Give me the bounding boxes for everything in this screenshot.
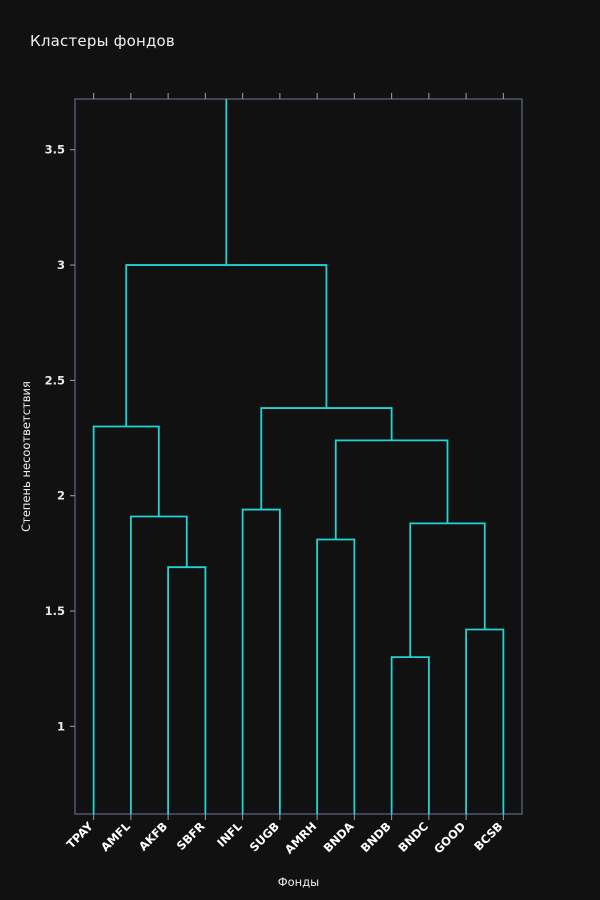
- chart-title: Кластеры фондов: [30, 32, 175, 50]
- dendrogram-link: [241, 508, 281, 814]
- dendrogram-link: [129, 515, 188, 814]
- y-axis-tick-label: 2.5: [45, 373, 65, 387]
- y-axis-tick-label: 2: [57, 489, 65, 503]
- x-axis-leaf-label: BNDB: [358, 819, 394, 855]
- y-axis: 1 1.5 2 2.5 3 3.5: [45, 143, 75, 733]
- x-axis-leaf-label: BCSB: [471, 819, 505, 853]
- dendrogram-link: [465, 628, 505, 814]
- y-axis-tick-label: 3.5: [45, 143, 65, 157]
- y-axis-tick-label: 1.5: [45, 604, 65, 618]
- dendrogram-link: [125, 264, 328, 427]
- x-axis-leaf-label: GOOD: [431, 819, 468, 856]
- dendrogram-link: [316, 538, 356, 814]
- x-axis-leaf-label: BNDA: [321, 819, 357, 855]
- y-axis-tick-label: 1: [57, 719, 65, 733]
- dendrogram-link: [334, 439, 449, 540]
- x-axis-title: Фонды: [278, 875, 320, 889]
- y-axis-tick-label: 3: [57, 258, 65, 272]
- x-axis-leaf-label: AMFL: [98, 819, 133, 854]
- x-axis-leaf-label: AMRH: [282, 819, 319, 856]
- y-axis-title: Степень несоответствия: [19, 381, 33, 532]
- x-axis-leaf-label: BNDC: [395, 819, 431, 855]
- x-axis-leaf-label: INFL: [214, 819, 245, 850]
- x-axis-leaf-label: TPAY: [64, 819, 97, 852]
- dendrogram-links: [92, 99, 505, 814]
- dendrogram-link: [92, 425, 160, 814]
- plot-frame: [74, 98, 523, 815]
- x-axis-leaf-label: SUGB: [247, 819, 282, 854]
- x-axis-leaf-label: SBFR: [174, 819, 208, 853]
- dendrogram-link: [167, 566, 207, 814]
- x-axis: TPAY AMFL AKFB SBFR INFL SUGB AMRH BNDA BNDB BNDC…: [64, 93, 505, 857]
- dendrogram-link: [409, 522, 486, 658]
- dendrogram-link: [260, 407, 393, 510]
- dendrogram-link: [390, 656, 430, 814]
- x-axis-leaf-label: AKFB: [136, 819, 170, 853]
